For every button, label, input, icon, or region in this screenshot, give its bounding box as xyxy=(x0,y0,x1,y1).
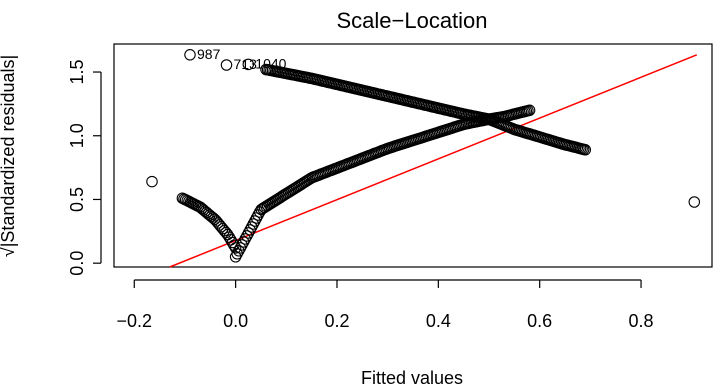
data-point xyxy=(220,59,233,71)
data-point xyxy=(523,104,536,117)
x-axis: −0.2 0.0 0.2 0.4 0.6 0.8 xyxy=(116,279,654,331)
x-tick-label: 0.4 xyxy=(426,311,451,331)
data-point xyxy=(229,242,242,254)
point-annotation: 1040 xyxy=(255,55,286,71)
point-annotation: 713 xyxy=(234,56,258,72)
y-tick-label: 1.0 xyxy=(67,123,87,148)
data-point xyxy=(579,144,592,156)
data-point xyxy=(233,245,245,257)
y-axis: 0.0 0.5 1.0 1.5 xyxy=(67,60,102,276)
data-point xyxy=(184,49,196,61)
x-axis-label: Fitted values xyxy=(361,368,463,388)
y-tick-label: 1.5 xyxy=(67,60,87,85)
x-tick-label: −0.2 xyxy=(116,311,152,331)
x-tick-label: 0.8 xyxy=(629,311,654,331)
data-point xyxy=(146,175,158,188)
x-tick-label: 0.6 xyxy=(527,311,552,331)
x-tick-label: 0.2 xyxy=(324,311,349,331)
chart-title: Scale−Location xyxy=(336,8,487,33)
data-point xyxy=(239,233,251,245)
smooth-line-layer xyxy=(169,54,698,268)
points-layer xyxy=(146,49,701,263)
data-point xyxy=(688,196,701,208)
point-annotation: 987 xyxy=(197,46,221,62)
y-tick-label: 0.0 xyxy=(67,251,87,276)
data-point xyxy=(242,58,255,71)
x-tick-label: 0.0 xyxy=(223,311,248,331)
smooth-line xyxy=(169,54,698,268)
data-point xyxy=(244,224,256,236)
y-tick-label: 0.5 xyxy=(67,187,87,212)
plot-frame xyxy=(113,43,713,268)
y-axis-label: √|Standardized residuals| xyxy=(0,55,18,257)
